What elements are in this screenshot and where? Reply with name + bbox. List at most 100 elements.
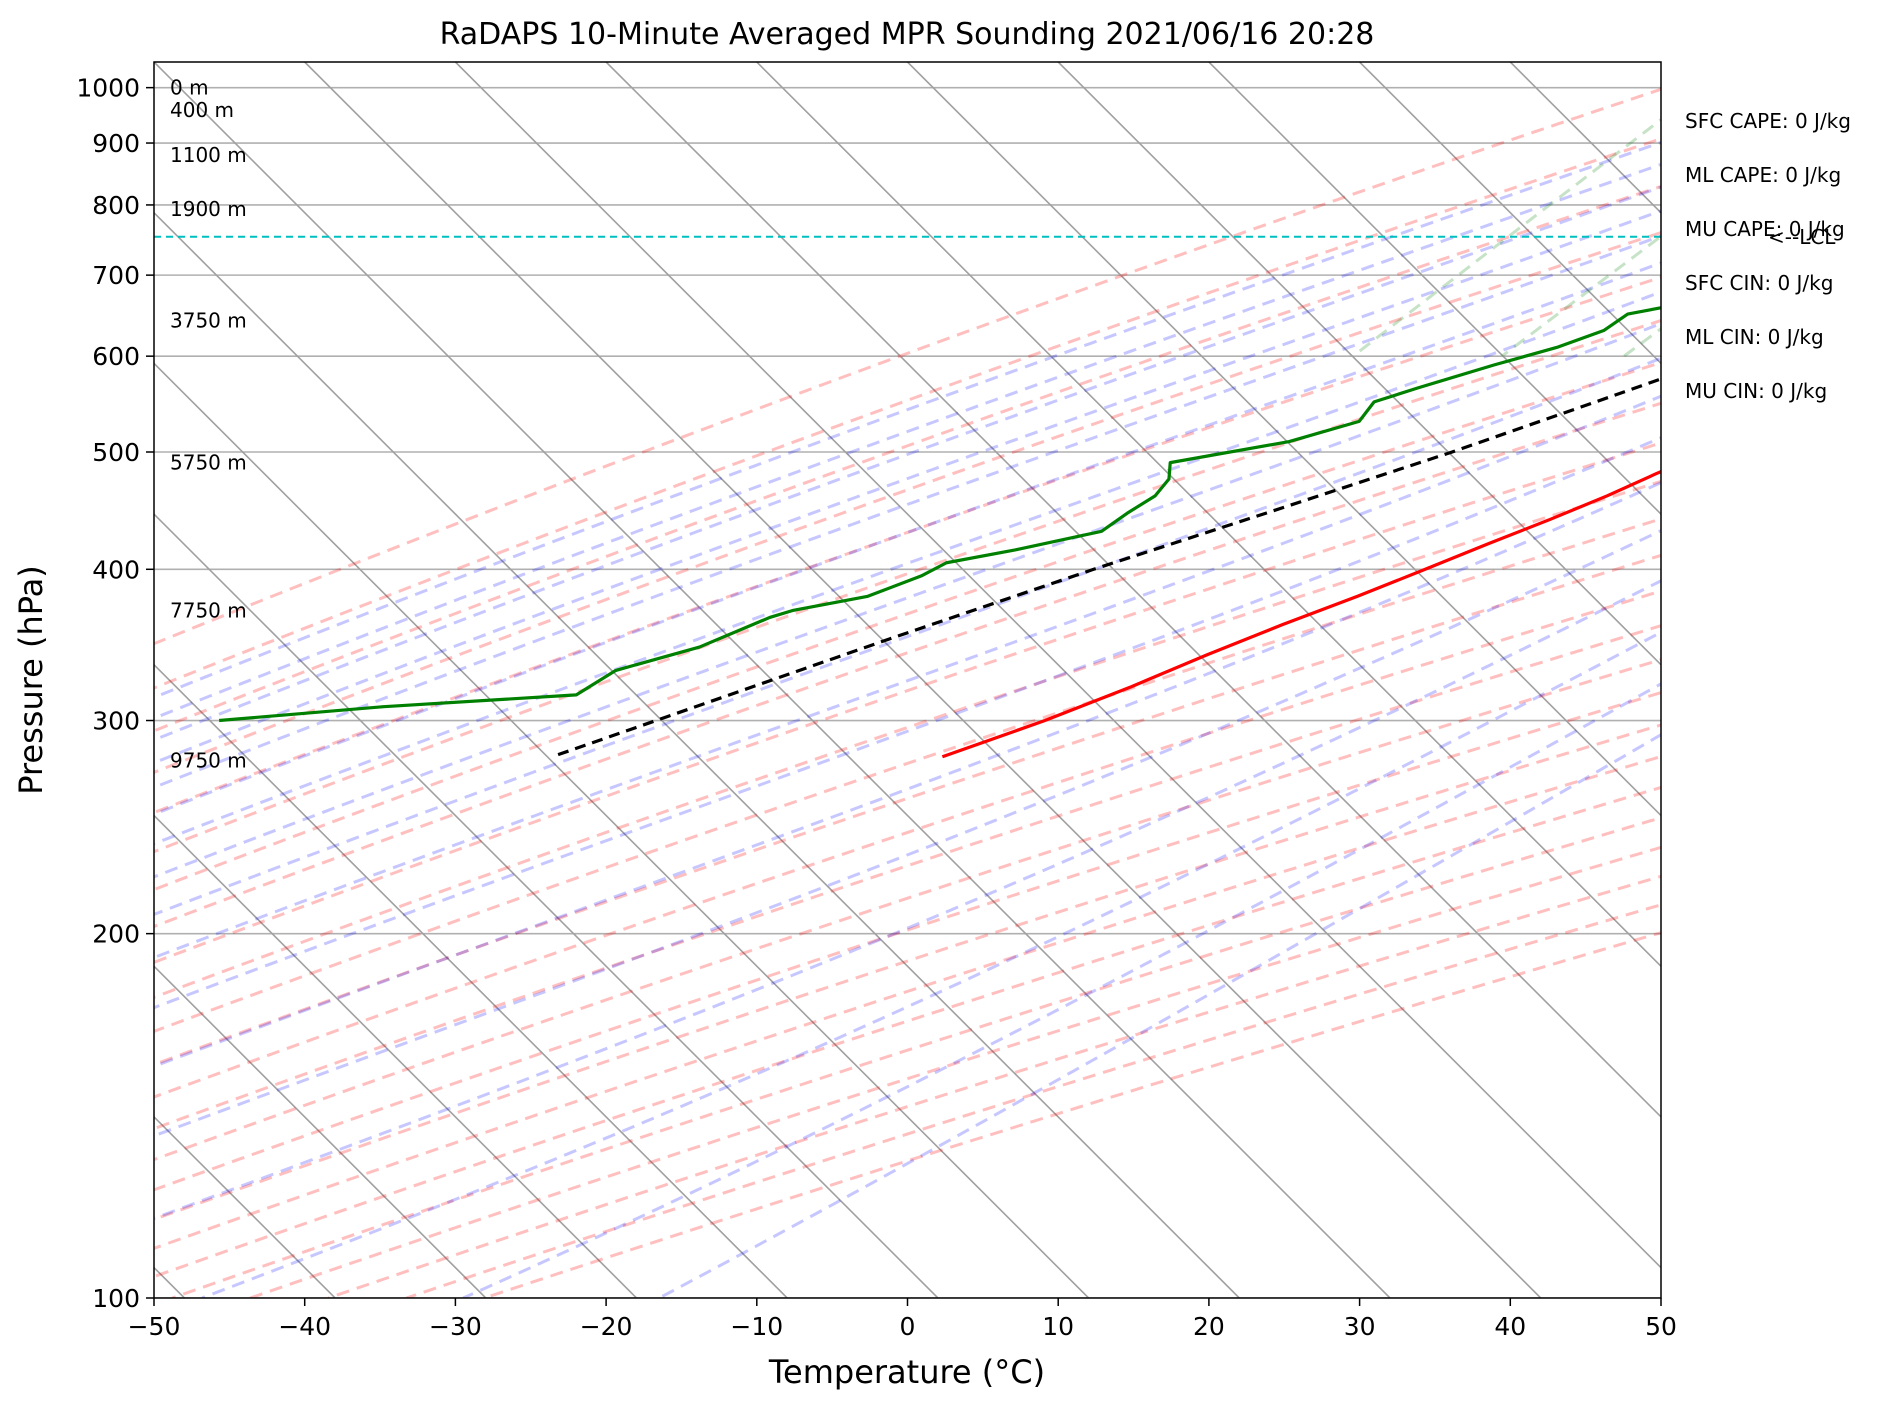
isotherm-line bbox=[154, 211, 1240, 1298]
height-label: 1900 m bbox=[170, 197, 247, 221]
x-tick-label: 30 bbox=[1344, 1312, 1376, 1341]
height-label: 400 m bbox=[170, 98, 234, 122]
x-tick-label: 10 bbox=[1042, 1312, 1074, 1341]
sounding-traces bbox=[154, 235, 1661, 759]
dry-adiabats bbox=[154, 87, 1661, 1298]
isotherm-line bbox=[154, 965, 487, 1298]
y-tick-label: 700 bbox=[92, 261, 140, 290]
y-tick-label: 300 bbox=[92, 707, 140, 736]
y-tick-label: 600 bbox=[92, 342, 140, 371]
moist-adiabat-line bbox=[462, 682, 1661, 1298]
isobar-grid bbox=[154, 86, 1661, 1298]
mixing-ratio-lines bbox=[1352, 62, 1882, 358]
moist-adiabat-line bbox=[154, 528, 1661, 1138]
dry-adiabat-line bbox=[154, 785, 1661, 1279]
height-label: 1100 m bbox=[170, 143, 247, 167]
moist-adiabat-line bbox=[201, 630, 1661, 1298]
y-axis-label: Pressure (hPa) bbox=[12, 565, 50, 795]
moist-adiabat-line bbox=[154, 481, 1661, 1068]
height-label: 5750 m bbox=[170, 451, 247, 475]
x-tick-label: 20 bbox=[1193, 1312, 1225, 1341]
dry-adiabat-line bbox=[154, 137, 1661, 690]
x-tick-label: −30 bbox=[429, 1312, 482, 1341]
isotherm-line bbox=[1359, 62, 1661, 365]
isotherm-line bbox=[454, 62, 1661, 1269]
dry-adiabat-line bbox=[154, 754, 1661, 1250]
x-tick-label: 0 bbox=[900, 1312, 916, 1341]
moist-adiabat-line bbox=[154, 290, 1661, 846]
dry-adiabat-line bbox=[154, 87, 1661, 646]
dry-adiabat-line bbox=[249, 845, 1661, 1298]
isotherm-line bbox=[154, 663, 788, 1298]
dry-adiabat-line bbox=[154, 479, 1661, 999]
plot-area bbox=[154, 62, 1882, 1298]
height-label: 9750 m bbox=[170, 749, 247, 773]
isotherm-line bbox=[154, 512, 939, 1298]
dry-adiabat-line bbox=[483, 931, 1661, 1298]
moist-adiabat-line bbox=[154, 209, 1661, 765]
dry-adiabat-line bbox=[154, 691, 1661, 1192]
mixing-ratio-line bbox=[1799, 62, 1882, 356]
temperature-trace bbox=[941, 469, 1661, 759]
isotherm-line bbox=[605, 62, 1661, 1119]
x-tick-label: −10 bbox=[730, 1312, 783, 1341]
dewpoint-trace bbox=[218, 306, 1661, 723]
moist-adiabats bbox=[154, 140, 1661, 1298]
y-tick-label: 500 bbox=[92, 438, 140, 467]
dry-adiabat-line bbox=[154, 441, 1661, 964]
stability-index: MU CIN: 0 J/kg bbox=[1685, 379, 1827, 403]
stability-index: SFC CAPE: 0 J/kg bbox=[1685, 109, 1851, 133]
moist-adiabat-line bbox=[154, 321, 1661, 879]
moist-adiabat-line bbox=[154, 579, 1661, 1221]
dry-adiabat-line bbox=[154, 723, 1661, 1221]
stability-index: MU CAPE: 0 J/kg bbox=[1685, 217, 1845, 241]
x-tick-label: −40 bbox=[278, 1312, 331, 1341]
mixing-ratio-line bbox=[1699, 62, 1882, 356]
dry-adiabat-line bbox=[154, 318, 1661, 854]
moist-adiabat-line bbox=[154, 436, 1661, 1010]
x-axis-label: Temperature (°C) bbox=[768, 1353, 1045, 1391]
y-tick-label: 1000 bbox=[76, 74, 140, 103]
dry-adiabat-line bbox=[327, 874, 1661, 1298]
mixing-ratio-line bbox=[1623, 326, 1661, 358]
moist-adiabat-line bbox=[154, 394, 1661, 960]
height-labels: 9750 m 7750 m 5750 m 3750 m 1900 m 1100 m 400 … bbox=[170, 76, 247, 773]
isotherm-line bbox=[154, 362, 1090, 1298]
moist-adiabat-line bbox=[154, 356, 1661, 917]
lcl-label: <--LCL bbox=[1768, 225, 1836, 249]
x-tick-label: 40 bbox=[1494, 1312, 1526, 1341]
dry-adiabat-line bbox=[154, 184, 1661, 733]
x-tick-label: −20 bbox=[580, 1312, 633, 1341]
mixing-ratio-line bbox=[1501, 234, 1661, 358]
isotherm-line bbox=[906, 62, 1661, 817]
isotherm-line bbox=[1057, 62, 1661, 666]
moist-adiabat-line bbox=[658, 733, 1661, 1298]
y-tick-label: 400 bbox=[92, 555, 140, 584]
y-axis-ticks: 100 200 300 400 500 600 700 800 900 1000 bbox=[76, 74, 154, 1313]
chart-title: RaDAPS 10-Minute Averaged MPR Sounding 2… bbox=[440, 17, 1375, 52]
x-tick-label: 50 bbox=[1645, 1312, 1677, 1341]
moist-adiabat-line bbox=[154, 162, 1661, 720]
height-label: 7750 m bbox=[170, 598, 247, 622]
dry-adiabat-line bbox=[154, 589, 1661, 1099]
dry-adiabat-line bbox=[154, 624, 1661, 1131]
dry-adiabat-line bbox=[154, 360, 1661, 892]
isotherm-line bbox=[756, 62, 1661, 968]
y-tick-label: 900 bbox=[92, 129, 140, 158]
mixing-ratio-line bbox=[1352, 117, 1661, 358]
stability-indices: SFC CAPE: 0 J/kg ML CAPE: 0 J/kg MU CAPE: … bbox=[1685, 109, 1851, 403]
parcel-trace bbox=[551, 377, 1661, 759]
skewed-isotherms bbox=[154, 62, 1661, 1298]
isotherm-line bbox=[154, 814, 638, 1298]
height-label: 3750 m bbox=[170, 309, 247, 333]
stability-index: ML CIN: 0 J/kg bbox=[1685, 325, 1824, 349]
height-label: 0 m bbox=[170, 76, 209, 100]
y-tick-label: 200 bbox=[92, 920, 140, 949]
stability-index: ML CAPE: 0 J/kg bbox=[1685, 163, 1841, 187]
y-tick-label: 100 bbox=[92, 1284, 140, 1313]
x-axis-ticks: −50 −40 −30 −20 −10 0 10 20 30 40 50 bbox=[128, 1298, 1677, 1341]
stability-index: SFC CIN: 0 J/kg bbox=[1685, 271, 1833, 295]
isotherm-line bbox=[304, 62, 1542, 1298]
x-tick-label: −50 bbox=[128, 1312, 181, 1341]
